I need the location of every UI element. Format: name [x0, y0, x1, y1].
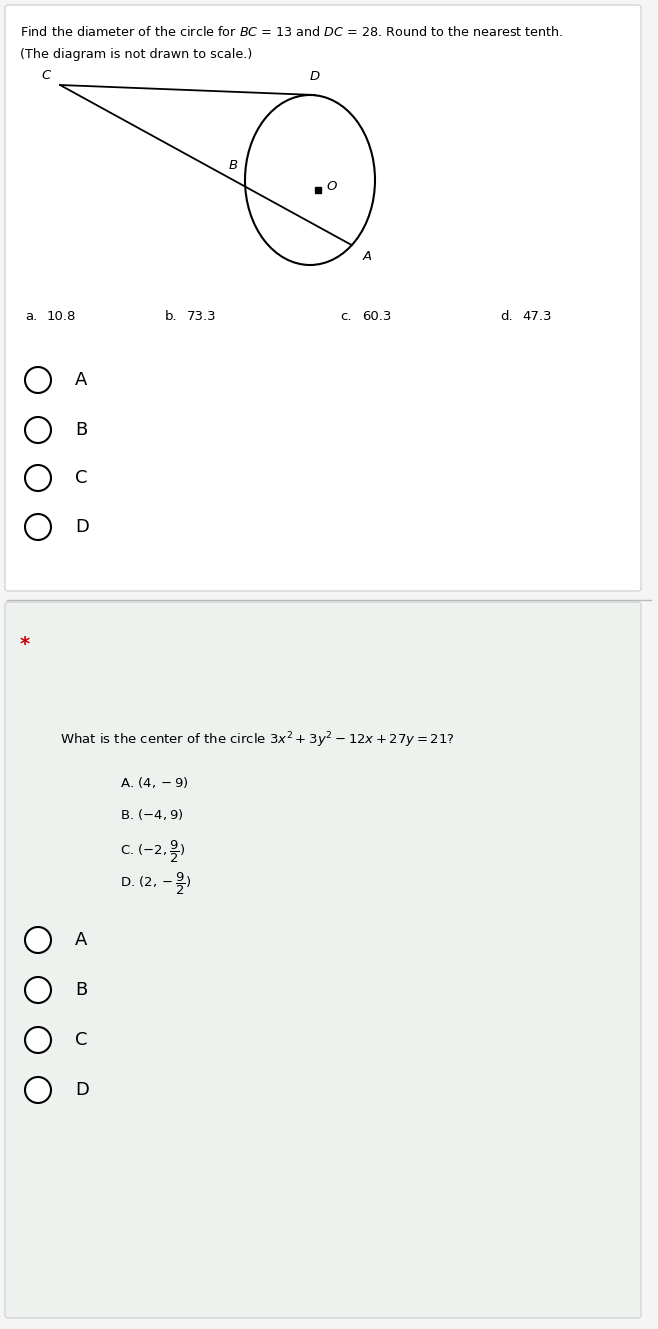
- Text: *: *: [20, 635, 30, 654]
- Text: B: B: [75, 421, 88, 439]
- Circle shape: [25, 465, 51, 490]
- Text: C: C: [75, 1031, 88, 1049]
- Text: D: D: [75, 518, 89, 536]
- Text: 10.8: 10.8: [47, 310, 76, 323]
- Text: b.: b.: [165, 310, 178, 323]
- Text: $D$: $D$: [309, 70, 321, 82]
- Text: $A$: $A$: [362, 250, 372, 263]
- Text: A: A: [75, 371, 88, 389]
- Circle shape: [25, 977, 51, 1003]
- Text: 73.3: 73.3: [187, 310, 216, 323]
- Text: Find the diameter of the circle for $BC$ = 13 and $DC$ = 28. Round to the neares: Find the diameter of the circle for $BC$…: [20, 25, 564, 39]
- Circle shape: [25, 367, 51, 393]
- Text: $O$: $O$: [326, 179, 338, 193]
- Text: A: A: [75, 932, 88, 949]
- Text: What is the center of the circle $3x^2 + 3y^2 - 12x + 27y = 21$?: What is the center of the circle $3x^2 +…: [60, 730, 455, 750]
- Text: D: D: [75, 1080, 89, 1099]
- Circle shape: [25, 1076, 51, 1103]
- Text: d.: d.: [500, 310, 513, 323]
- Text: C: C: [75, 469, 88, 486]
- Circle shape: [25, 928, 51, 953]
- Text: A. $(4, -9)$: A. $(4, -9)$: [120, 775, 189, 789]
- Text: 47.3: 47.3: [522, 310, 551, 323]
- FancyBboxPatch shape: [5, 5, 641, 591]
- Text: $B$: $B$: [228, 158, 238, 171]
- FancyBboxPatch shape: [5, 602, 641, 1318]
- Circle shape: [25, 514, 51, 540]
- Text: (The diagram is not drawn to scale.): (The diagram is not drawn to scale.): [20, 48, 252, 61]
- Circle shape: [25, 417, 51, 443]
- Text: B: B: [75, 981, 88, 999]
- Text: a.: a.: [25, 310, 38, 323]
- Text: c.: c.: [340, 310, 351, 323]
- Text: 60.3: 60.3: [362, 310, 392, 323]
- Text: B. $(-4, 9)$: B. $(-4, 9)$: [120, 807, 184, 823]
- Circle shape: [25, 1027, 51, 1053]
- Text: $C$: $C$: [41, 69, 52, 82]
- Text: C. $(-2, \dfrac{9}{2})$: C. $(-2, \dfrac{9}{2})$: [120, 839, 186, 865]
- Text: D. $(2, -\dfrac{9}{2})$: D. $(2, -\dfrac{9}{2})$: [120, 870, 191, 897]
